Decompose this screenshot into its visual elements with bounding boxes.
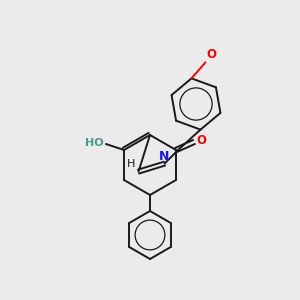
Text: O: O xyxy=(206,48,217,62)
Text: N: N xyxy=(159,150,170,163)
Text: HO: HO xyxy=(85,138,104,148)
Text: H: H xyxy=(127,159,136,169)
Text: O: O xyxy=(196,134,206,148)
